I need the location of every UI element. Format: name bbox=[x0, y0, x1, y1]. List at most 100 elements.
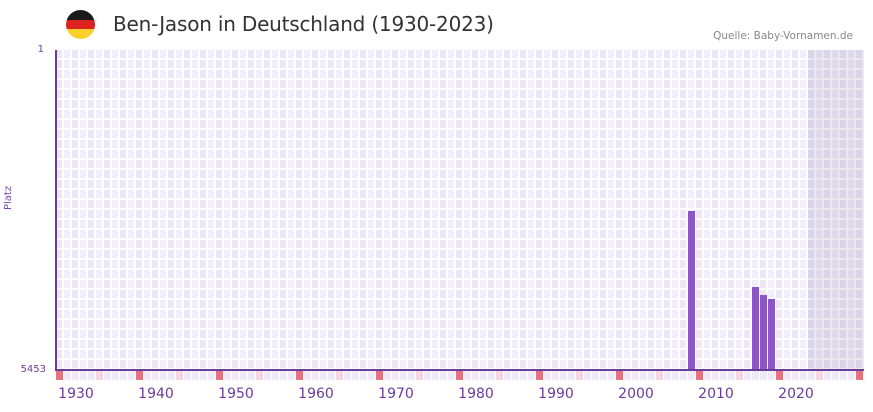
y-axis-line bbox=[55, 50, 57, 371]
bar-2016[interactable] bbox=[760, 294, 767, 370]
year-marker bbox=[192, 371, 199, 380]
year-marker bbox=[56, 371, 63, 380]
x-axis-label: 1950 bbox=[218, 386, 254, 402]
source-link[interactable]: Quelle: Baby-Vornamen.de bbox=[713, 30, 853, 42]
year-marker bbox=[304, 371, 311, 380]
year-marker bbox=[632, 371, 639, 380]
year-marker bbox=[104, 371, 111, 380]
year-marker bbox=[392, 371, 399, 380]
year-marker bbox=[112, 371, 119, 380]
x-axis-label: 1990 bbox=[538, 386, 574, 402]
bar-2017[interactable] bbox=[768, 298, 775, 370]
grid-background bbox=[56, 50, 864, 370]
year-marker bbox=[560, 371, 567, 380]
year-marker bbox=[240, 371, 247, 380]
year-marker bbox=[712, 371, 719, 380]
year-marker bbox=[616, 371, 623, 380]
year-marker bbox=[256, 371, 263, 380]
year-marker bbox=[400, 371, 407, 380]
year-marker bbox=[608, 371, 615, 380]
year-marker bbox=[568, 371, 575, 380]
year-marker bbox=[248, 371, 255, 380]
year-marker bbox=[512, 371, 519, 380]
year-marker bbox=[728, 371, 735, 380]
year-marker bbox=[440, 371, 447, 380]
year-marker bbox=[744, 371, 751, 380]
x-axis-label: 1930 bbox=[58, 386, 94, 402]
year-marker bbox=[456, 371, 463, 380]
year-marker bbox=[752, 371, 759, 380]
year-marker bbox=[224, 371, 231, 380]
year-marker bbox=[720, 371, 727, 380]
year-marker bbox=[208, 371, 215, 380]
year-marker bbox=[528, 371, 535, 380]
year-marker bbox=[488, 371, 495, 380]
year-marker bbox=[784, 371, 791, 380]
x-axis-label: 1940 bbox=[138, 386, 174, 402]
year-marker bbox=[520, 371, 527, 380]
year-marker bbox=[704, 371, 711, 380]
year-marker bbox=[144, 371, 151, 380]
year-marker bbox=[576, 371, 583, 380]
year-marker bbox=[64, 371, 71, 380]
year-marker bbox=[768, 371, 775, 380]
bar-2007[interactable] bbox=[688, 210, 695, 370]
year-marker bbox=[288, 371, 295, 380]
year-marker bbox=[424, 371, 431, 380]
x-axis-label: 2020 bbox=[778, 386, 814, 402]
flag-stripe-black bbox=[66, 10, 95, 20]
year-marker bbox=[552, 371, 559, 380]
year-marker bbox=[448, 371, 455, 380]
year-marker bbox=[544, 371, 551, 380]
year-marker bbox=[592, 371, 599, 380]
x-axis-line bbox=[55, 369, 864, 371]
year-marker bbox=[736, 371, 743, 380]
year-marker bbox=[344, 371, 351, 380]
year-marker bbox=[216, 371, 223, 380]
year-marker bbox=[152, 371, 159, 380]
year-marker bbox=[352, 371, 359, 380]
flag-stripe-red bbox=[66, 19, 95, 30]
year-marker bbox=[800, 371, 807, 380]
year-marker bbox=[648, 371, 655, 380]
year-marker bbox=[168, 371, 175, 380]
year-marker bbox=[264, 371, 271, 380]
year-marker bbox=[856, 371, 863, 380]
future-shaded-region bbox=[808, 50, 864, 370]
year-marker bbox=[688, 371, 695, 380]
x-axis-label: 1960 bbox=[298, 386, 334, 402]
year-marker bbox=[136, 371, 143, 380]
flag-stripe-gold bbox=[66, 29, 95, 39]
year-marker bbox=[88, 371, 95, 380]
year-marker bbox=[312, 371, 319, 380]
year-marker bbox=[96, 371, 103, 380]
year-marker bbox=[816, 371, 823, 380]
x-axis-label: 1970 bbox=[378, 386, 414, 402]
year-marker bbox=[160, 371, 167, 380]
year-marker bbox=[808, 371, 815, 380]
year-marker bbox=[328, 371, 335, 380]
year-marker bbox=[472, 371, 479, 380]
chart-title: Ben-Jason in Deutschland (1930-2023) bbox=[113, 12, 494, 36]
year-marker bbox=[664, 371, 671, 380]
x-axis-label: 2010 bbox=[698, 386, 734, 402]
x-axis-label: 1980 bbox=[458, 386, 494, 402]
plot-area bbox=[56, 50, 864, 370]
year-marker bbox=[840, 371, 847, 380]
year-marker bbox=[184, 371, 191, 380]
y-axis-bottom-label: 5453 bbox=[20, 364, 46, 375]
year-marker bbox=[656, 371, 663, 380]
year-marker bbox=[680, 371, 687, 380]
year-marker bbox=[640, 371, 647, 380]
x-axis-label: 2000 bbox=[618, 386, 654, 402]
year-marker bbox=[496, 371, 503, 380]
year-marker bbox=[832, 371, 839, 380]
bar-2015[interactable] bbox=[752, 287, 759, 370]
year-marker bbox=[600, 371, 607, 380]
year-marker bbox=[200, 371, 207, 380]
year-marker bbox=[824, 371, 831, 380]
year-marker bbox=[848, 371, 855, 380]
year-marker bbox=[464, 371, 471, 380]
year-marker bbox=[584, 371, 591, 380]
year-marker bbox=[120, 371, 127, 380]
